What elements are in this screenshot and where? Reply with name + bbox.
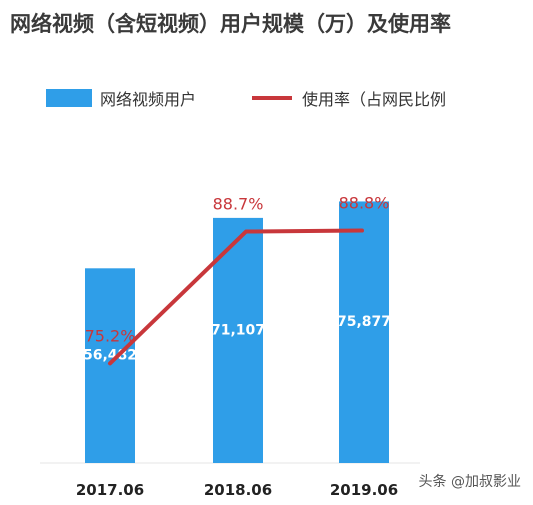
watermark: 头条 @加叔影业 [418,474,521,490]
usage-rate-label: 88.7% [213,195,264,214]
x-tick-label: 2019.06 [330,481,398,499]
x-tick-label: 2017.06 [76,481,144,499]
bar [339,201,389,464]
legend-line-swatch [252,96,292,100]
bar [213,217,263,463]
legend-line-label: 使用率（占网民比例 [302,90,447,109]
usage-rate-label: 88.8% [339,194,390,213]
x-tick-label: 2018.06 [204,481,272,499]
usage-rate-line [108,228,364,366]
bar-value-label: 75,877 [337,314,391,330]
legend-item-users: 网络视频用户 [46,86,196,110]
legend-item-rate: 使用率（占网民比例 [252,86,446,110]
legend-bar-swatch [46,89,92,107]
bar [85,268,135,463]
bar-value-label: 71,107 [211,322,265,338]
usage-rate-label: 75.2% [85,326,136,345]
chart-title: 网络视频（含短视频）用户规模（万）及使用率 [10,12,451,36]
legend-bar-label: 网络视频用户 [100,90,197,109]
